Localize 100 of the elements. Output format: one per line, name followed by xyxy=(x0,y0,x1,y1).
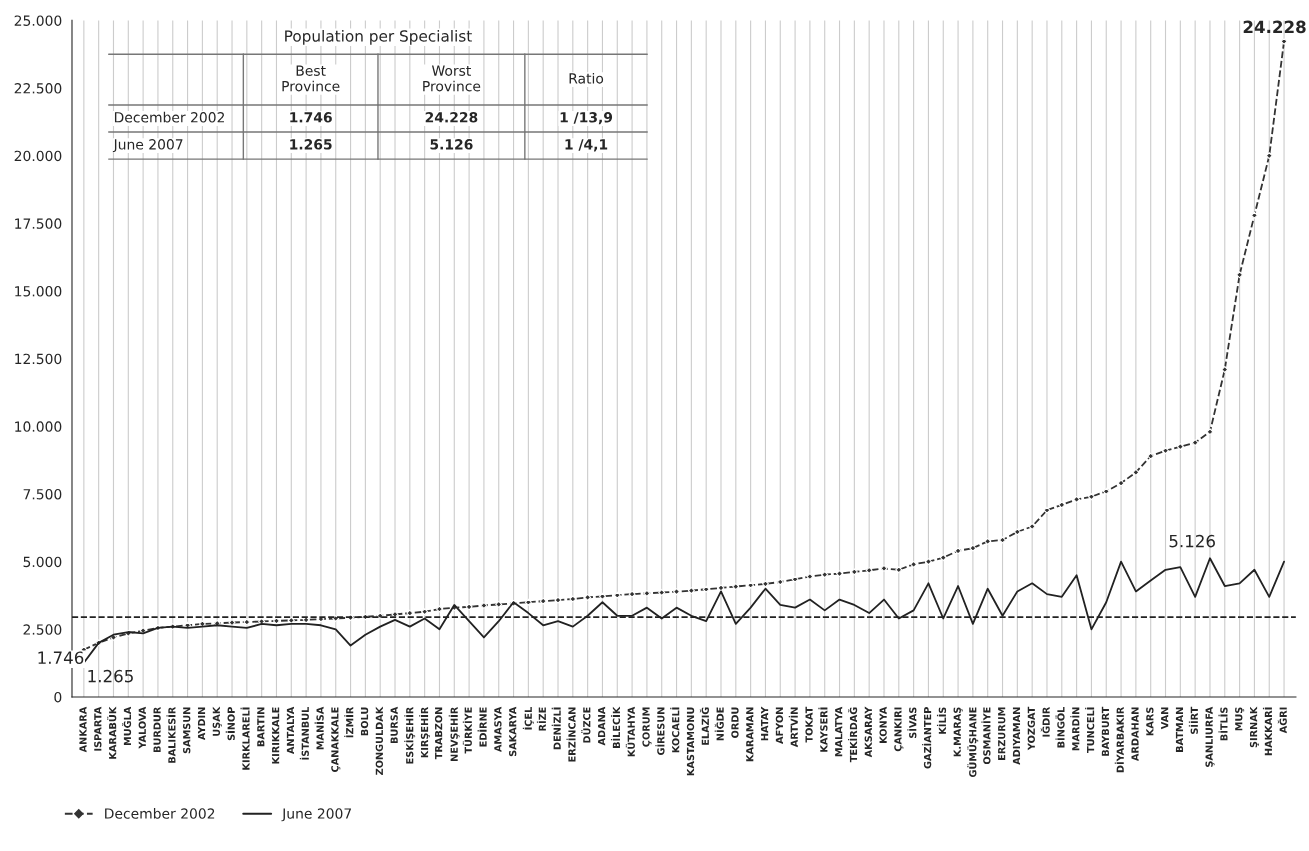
x-tick-label: KAYSERİ xyxy=(818,707,828,752)
x-tick-label: AFYON xyxy=(775,707,784,744)
x-tick-label: BİLECİK xyxy=(610,706,621,748)
x-tick-label: MUĞLA xyxy=(121,706,132,746)
x-tick-label: MALATYA xyxy=(835,706,843,757)
x-tick-label: BURDUR xyxy=(153,706,161,753)
y-tick-label: 12.500 xyxy=(15,353,62,365)
annotation: 1 /13,9 xyxy=(560,112,613,125)
y-tick-label: 0 xyxy=(54,691,62,703)
x-tick-label: BİNGÖL xyxy=(1055,706,1065,748)
x-tick-label: YOZGAT xyxy=(1027,706,1035,751)
annotation: 1 /4,1 xyxy=(565,139,608,152)
x-tick-label: ADIYAMAN xyxy=(1012,707,1021,765)
annotation: 1.746 xyxy=(290,112,332,123)
x-tick-label: KIRKLARELİ xyxy=(240,707,250,770)
x-tick-label: KARABÜK xyxy=(107,706,117,759)
x-tick-label: SAMSUN xyxy=(183,707,191,754)
legend-label: December 2002 xyxy=(105,808,215,819)
x-tick-label: KONYA xyxy=(879,706,887,743)
x-tick-label: ERZURUM xyxy=(998,707,1006,760)
x-tick-label: BİTLİS xyxy=(1218,707,1228,741)
x-tick-label: ELAZIĞ xyxy=(699,707,709,745)
y-tick-label: 22.500 xyxy=(14,83,62,94)
x-tick-label: BOLU xyxy=(360,707,369,736)
y-tick-label: 7.500 xyxy=(23,488,62,500)
x-tick-label: KOCAELİ xyxy=(670,707,680,753)
annotation: December 2002 xyxy=(114,111,224,123)
x-tick-label: MANİSA xyxy=(314,706,324,750)
x-tick-label: TOKAT xyxy=(805,706,813,743)
x-tick-label: ERZİNCAN xyxy=(566,707,576,762)
annotation: Worst Province xyxy=(423,65,481,92)
x-tick-label: MARDİN xyxy=(1070,707,1080,751)
x-tick-label: ŞANLIURFA xyxy=(1205,706,1215,767)
annotation: 5.126 xyxy=(430,139,473,150)
x-tick-label: BARTIN xyxy=(257,707,265,747)
x-tick-label: DİYARBAKIR xyxy=(1114,706,1124,773)
x-tick-label: SİVAS xyxy=(907,707,917,739)
x-tick-label: BURSA xyxy=(390,706,398,744)
x-tick-label: BALIKESİR xyxy=(166,706,176,763)
x-tick-label: TRABZON xyxy=(434,707,443,760)
x-tick-label: RİZE xyxy=(536,707,546,731)
x-tick-label: ÇANAKKALE xyxy=(331,707,341,772)
x-tick-label: YALOVA xyxy=(138,706,146,749)
x-tick-label: SAKARYA xyxy=(509,706,517,757)
x-tick-label: EDİRNE xyxy=(477,707,487,747)
y-tick-label: 2.500 xyxy=(23,624,62,635)
x-tick-label: İSTANBUL xyxy=(299,706,309,760)
x-tick-label: MUŞ xyxy=(1235,707,1245,731)
y-tick-label: 10.000 xyxy=(15,421,62,432)
annotation: June 2007 xyxy=(112,139,183,153)
annotation: Best Province xyxy=(282,65,340,92)
x-tick-label: BATMAN xyxy=(1175,707,1184,752)
y-tick-label: 5.000 xyxy=(23,556,62,568)
x-tick-label: ANKARA xyxy=(79,706,87,753)
annotation: 1.265 xyxy=(88,669,133,683)
x-tick-label: ARDAHAN xyxy=(1131,707,1139,762)
x-tick-label: BAYBURT xyxy=(1101,706,1110,756)
x-tick-label: TÜRKİYE xyxy=(462,707,472,754)
y-tick-label: 17.500 xyxy=(15,218,62,229)
x-tick-label: TEKİRDAĞ xyxy=(848,707,858,763)
x-tick-label: HATAY xyxy=(761,706,769,741)
annotation: 1.265 xyxy=(290,139,332,150)
x-tick-label: KIRŞEHİR xyxy=(419,706,430,758)
x-tick-label: HAKKARİ xyxy=(1262,707,1272,756)
x-tick-label: GÜMÜŞHANE xyxy=(967,707,979,778)
x-tick-label: AMASYA xyxy=(494,706,502,752)
x-tick-label: AĞRI xyxy=(1277,707,1287,734)
annotation: Ratio xyxy=(569,72,604,84)
x-tick-label: GİRESUN xyxy=(655,707,665,755)
x-tick-label: KARS xyxy=(1146,707,1154,736)
annotation: 24.228 xyxy=(1243,20,1306,34)
legend-label: June 2007 xyxy=(281,808,352,822)
x-tick-label: KÜTAHYA xyxy=(625,706,635,757)
y-tick-label: 15.000 xyxy=(15,286,62,297)
x-tick-label: ESKİŞEHİR xyxy=(404,706,416,764)
x-tick-label: KİLİS xyxy=(936,707,947,734)
x-tick-label: KARAMAN xyxy=(746,707,754,762)
x-tick-label: ORDU xyxy=(731,707,739,738)
annotation: 24.228 xyxy=(425,112,478,123)
x-tick-label: VAN xyxy=(1161,707,1169,730)
annotation: 5.126 xyxy=(1169,534,1215,548)
x-tick-label: AKSARAY xyxy=(864,706,872,758)
x-tick-label: DENİZLİ xyxy=(551,707,561,750)
x-tick-label: İÇEL xyxy=(522,706,534,730)
x-tick-label: TUNCELİ xyxy=(1085,707,1095,753)
x-tick-label: ZONGULDAK xyxy=(375,706,384,775)
x-tick-label: NİĞDE xyxy=(714,707,724,741)
x-tick-label: UŞAK xyxy=(212,706,222,736)
x-tick-label: İZMİR xyxy=(344,706,354,738)
x-tick-label: ANTALYA xyxy=(286,706,294,755)
x-tick-label: NEVŞEHİR xyxy=(448,706,460,761)
x-tick-label: KIRIKKALE xyxy=(272,707,280,764)
x-tick-label: ÇANKIRI xyxy=(894,707,904,752)
x-tick-label: ARTVİN xyxy=(788,707,798,748)
x-tick-label: KASTAMONU xyxy=(686,707,695,776)
x-tick-label: K.MARAŞ xyxy=(953,707,963,757)
x-tick-label: ŞIRNAK xyxy=(1249,706,1260,748)
x-tick-label: OSMANİYE xyxy=(981,707,991,765)
x-tick-label: ADANA xyxy=(598,706,606,746)
y-tick-label: 25.000 xyxy=(14,15,62,26)
